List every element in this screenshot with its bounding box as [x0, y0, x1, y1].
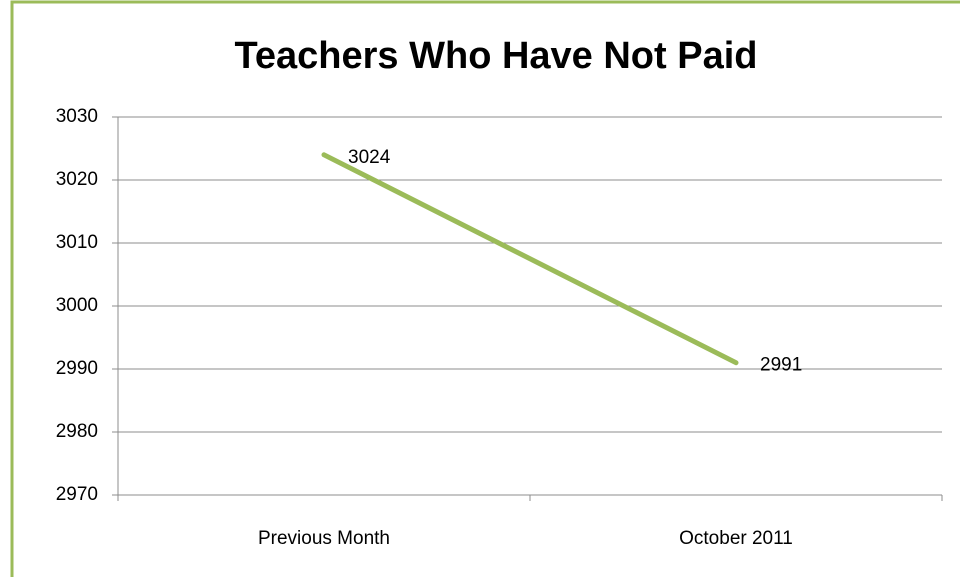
y-tick-label: 2980 — [56, 421, 98, 442]
data-label: 2991 — [760, 355, 802, 376]
x-tick-label: October 2011 — [679, 528, 793, 549]
y-tick-label: 3020 — [56, 169, 98, 190]
y-tick-label: 2990 — [56, 358, 98, 379]
chart-border — [10, 0, 960, 577]
data-label: 3024 — [348, 147, 391, 168]
y-tick-label: 3010 — [56, 232, 98, 253]
x-tick-label: Previous Month — [258, 528, 390, 549]
y-tick-label: 3030 — [56, 106, 98, 127]
y-tick-label: 3000 — [56, 295, 98, 316]
data-line — [321, 152, 739, 366]
chart-title: Teachers Who Have Not Paid — [235, 35, 758, 77]
y-tick-label: 2970 — [56, 484, 98, 505]
